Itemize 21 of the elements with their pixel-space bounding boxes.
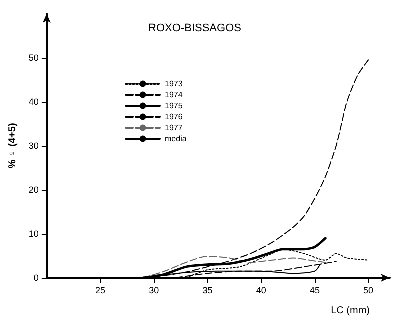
x-axis-title: LC (mm)	[331, 306, 370, 316]
legend-label: 1974	[165, 90, 184, 100]
y-tick-label: 40	[28, 97, 39, 107]
x-tick-label: 30	[149, 286, 160, 296]
text: ROXO-BISSAGOS	[148, 22, 242, 34]
x-tick-label: 40	[256, 286, 266, 296]
legend-label: 1976	[165, 112, 184, 122]
legend-label: 1977	[165, 124, 184, 132]
y-tick-label: 50	[28, 53, 39, 63]
legend-label: 1975	[165, 102, 184, 110]
x-tick-label: 50	[364, 286, 374, 296]
legend-label: media	[165, 134, 188, 144]
x-tick-label: 45	[310, 286, 320, 296]
y-tick-label: 30	[28, 141, 39, 151]
y-axis-title: % ♀ (4+5)	[8, 123, 18, 169]
y-tick-label: 0	[34, 273, 39, 283]
x-tick-label: 35	[202, 286, 213, 296]
x-tick-label: 25	[96, 286, 106, 296]
y-tick-label: 20	[28, 185, 39, 195]
legend-label: 1973	[165, 80, 184, 88]
y-tick-label: 10	[28, 229, 39, 239]
